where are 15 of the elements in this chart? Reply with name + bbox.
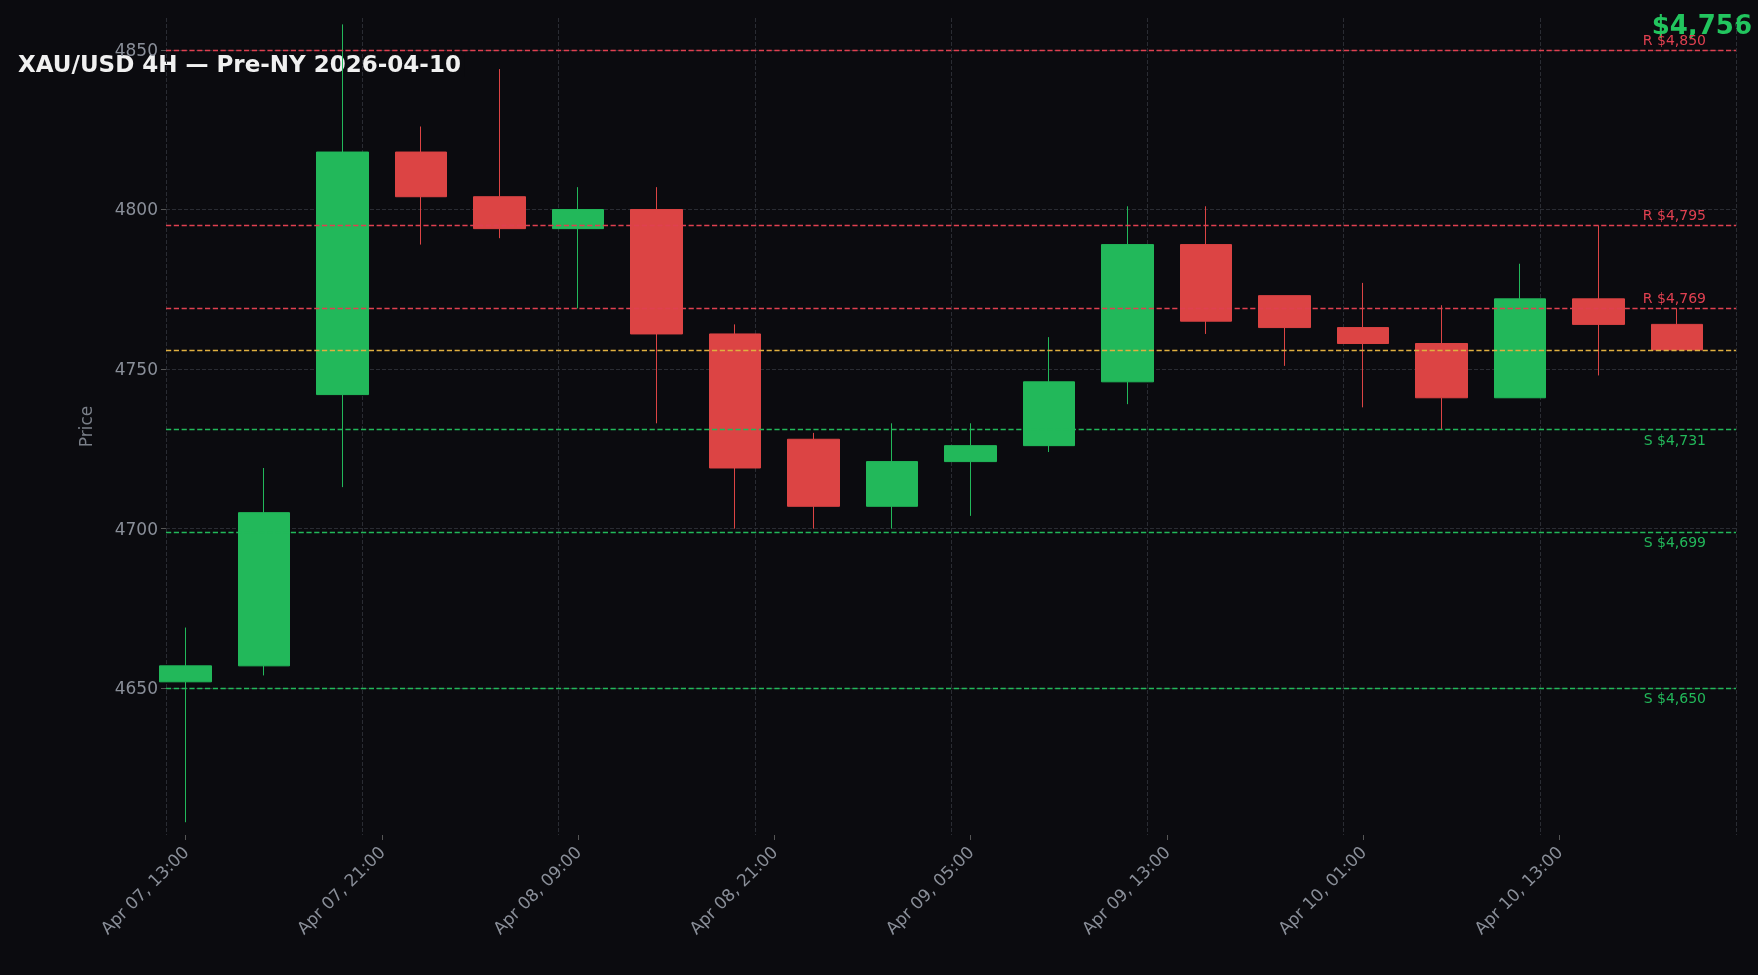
ref-line-label: S $4,699 (1643, 533, 1706, 550)
ref-line-label: R $4,795 (1642, 207, 1706, 224)
candlestick (787, 432, 840, 530)
candlestick (1494, 263, 1546, 399)
candlestick (709, 323, 761, 530)
ref-line-label: S $4,650 (1643, 690, 1706, 707)
ref-line-label: R $4,769 (1642, 290, 1706, 307)
candlestick (1101, 205, 1154, 405)
y-tick-label: 4650 (114, 678, 158, 699)
y-tick-label: 4800 (114, 199, 158, 220)
candlestick (552, 186, 604, 309)
y-axis-title: Price (75, 405, 96, 448)
y-tick-label: 4700 (114, 518, 158, 539)
y-tick-label: 4750 (114, 359, 158, 380)
ref-line-label: S $4,731 (1643, 431, 1706, 448)
